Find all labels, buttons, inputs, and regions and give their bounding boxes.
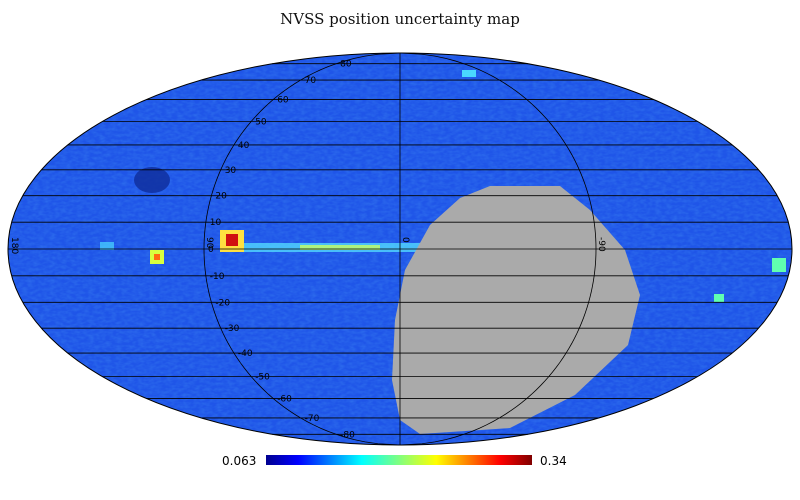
galactic-plane-core bbox=[300, 245, 380, 250]
latitude-label: 40 bbox=[238, 141, 250, 151]
graticule-labels: 80 70 60 50 40 30 20 10 0 -10 -20 -30 -40 -50 -60 -70 -8… bbox=[9, 60, 606, 441]
no-data-region bbox=[392, 186, 640, 434]
latitude-label: 10 bbox=[210, 218, 222, 228]
latitude-label: 50 bbox=[255, 117, 267, 127]
longitude-label: 90 bbox=[204, 237, 214, 249]
latitude-label: -50 bbox=[255, 373, 270, 383]
latitude-label: -20 bbox=[215, 298, 230, 308]
hotspot-right bbox=[772, 258, 786, 272]
meridian-line bbox=[399, 52, 597, 446]
latitude-label: 0 bbox=[208, 245, 214, 255]
plane-segment-left bbox=[100, 242, 114, 250]
map-outline bbox=[7, 52, 793, 446]
colorbar-gradient bbox=[266, 455, 532, 465]
dark-patch bbox=[134, 167, 170, 193]
colorbar-min-label: 0.063 bbox=[222, 454, 256, 468]
latitude-label: -40 bbox=[238, 349, 253, 359]
colorbar-max-label: 0.34 bbox=[540, 454, 567, 468]
meridian-line bbox=[203, 52, 401, 446]
hotspot-left-core bbox=[154, 254, 160, 260]
latitude-label: 60 bbox=[277, 96, 289, 106]
latitude-label: -80 bbox=[340, 430, 355, 440]
latitude-label: 20 bbox=[215, 192, 227, 202]
longitude-label: 0 bbox=[400, 237, 410, 243]
latitude-label: -10 bbox=[210, 272, 225, 282]
longitude-label: -90 bbox=[596, 237, 606, 252]
latitude-label: -70 bbox=[305, 414, 320, 424]
latitude-label: -30 bbox=[225, 324, 240, 334]
latitude-label: -60 bbox=[277, 394, 292, 404]
hotspot-top bbox=[462, 70, 476, 77]
longitude-label: 180 bbox=[9, 237, 19, 254]
latitude-label: 70 bbox=[305, 76, 317, 86]
latitude-label: 30 bbox=[225, 166, 237, 176]
map-title: NVSS position uncertainty map bbox=[280, 10, 520, 28]
graticule bbox=[8, 52, 792, 446]
latitude-label: 80 bbox=[340, 60, 352, 70]
colorbar: 0.063 0.34 bbox=[222, 454, 567, 468]
hotspot-right-small bbox=[714, 294, 724, 302]
hotspot-main-core bbox=[226, 234, 238, 246]
